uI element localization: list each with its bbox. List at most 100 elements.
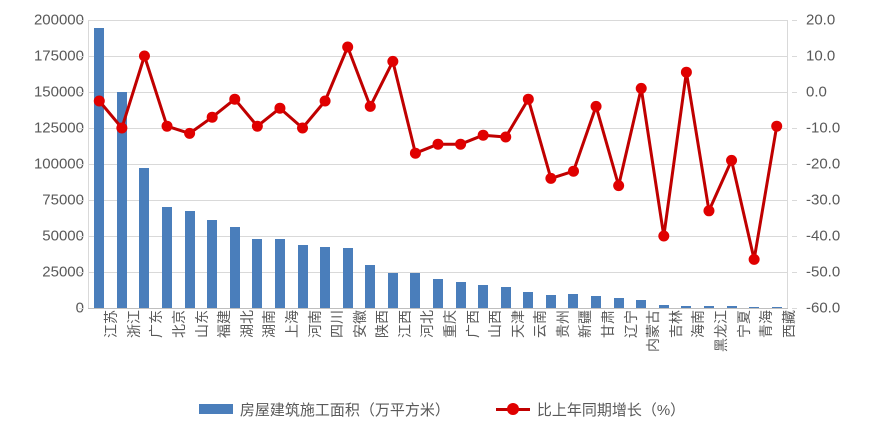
gridline (88, 200, 788, 201)
gridline (88, 128, 788, 129)
bar (139, 168, 150, 308)
right-axis-tick-mark (792, 236, 797, 237)
line-marker (567, 165, 579, 177)
line-marker (545, 172, 557, 184)
bar (545, 295, 556, 308)
category-label: 北京 (171, 310, 188, 338)
left-axis-tick-label: 50000 (42, 227, 84, 245)
line-marker (274, 102, 286, 114)
line-path (97, 45, 779, 261)
line-marker (703, 205, 715, 217)
bar-swatch-icon (198, 404, 233, 414)
category-label: 天津 (509, 310, 526, 338)
category-label: 重庆 (442, 310, 458, 338)
right-axis-tick-label: -20.0 (806, 155, 841, 173)
line-marker (251, 120, 263, 132)
line-marker (613, 180, 625, 192)
line-marker (229, 93, 241, 105)
bar (433, 279, 443, 308)
line-marker (387, 55, 399, 67)
category-label: 湖南 (261, 310, 278, 338)
bar (94, 27, 105, 308)
right-axis-tick-mark (792, 164, 797, 165)
right-axis-tick-mark (792, 56, 797, 57)
left-axis-tick-label: 175000 (33, 47, 84, 65)
bar (207, 220, 218, 308)
category-label: 宁夏 (735, 310, 752, 338)
bar (162, 207, 173, 308)
bar (387, 272, 398, 308)
plot-area (88, 20, 788, 309)
line-marker (364, 100, 376, 112)
bar (613, 297, 624, 308)
gridline (88, 20, 788, 21)
bar (568, 294, 579, 308)
legend-label-bars: 房屋建筑施工面积（万平方米） (239, 401, 450, 419)
line-marker (590, 100, 602, 112)
left-axis-tick-mark (79, 92, 84, 93)
line-marker (184, 127, 196, 139)
line-marker (748, 253, 760, 265)
legend-label-line: 比上年同期增长（%） (536, 401, 686, 419)
line-marker (319, 95, 331, 107)
line-marker (500, 131, 512, 143)
gridline (88, 164, 788, 165)
category-label: 贵州 (554, 310, 571, 338)
right-axis-tick-mark (792, 128, 797, 129)
line-marker (206, 111, 218, 123)
left-axis-tick-label: 150000 (33, 83, 84, 101)
bar (523, 292, 534, 308)
line-marker (522, 93, 534, 105)
right-axis-tick-label: -30.0 (806, 191, 841, 209)
right-axis-tick-label: 0.0 (806, 83, 827, 101)
category-label: 河南 (306, 310, 323, 338)
category-label: 黑龙江 (712, 310, 729, 352)
category-axis-labels: 江苏 浙江 广东 北京 山东 福建 湖北 湖南 上海 河南 四川 安徽 陕西 江西 河北 重庆 广西 山西 天津 云南… (88, 310, 796, 386)
bar (500, 287, 511, 308)
line-marker (771, 120, 783, 132)
right-axis-tick-mark (792, 20, 797, 21)
left-axis-tick-mark (79, 164, 84, 165)
line-marker (342, 41, 354, 53)
category-label: 江西 (396, 310, 413, 338)
line-marker (680, 66, 692, 78)
category-axis-line (88, 308, 788, 309)
category-label: 新疆 (577, 310, 594, 338)
line-marker (409, 147, 421, 159)
category-label: 四川 (329, 310, 346, 338)
bar (455, 282, 466, 308)
bar (274, 238, 285, 308)
right-axis-tick-label: -50.0 (806, 263, 841, 281)
line-marker (432, 138, 444, 150)
bar (478, 284, 489, 308)
left-axis-tick-label: 75000 (42, 191, 84, 209)
legend-item-bars[interactable]: 房屋建筑施工面积（万平方米） (198, 399, 450, 420)
bar (229, 227, 240, 308)
category-label: 安徽 (351, 310, 368, 338)
category-label: 山西 (487, 310, 504, 338)
line-marker (161, 120, 173, 132)
bar (252, 238, 263, 308)
category-label: 江苏 (103, 310, 120, 338)
category-label: 浙江 (125, 310, 142, 338)
left-axis-tick-mark (79, 308, 84, 309)
right-axis-tick-label: -40.0 (806, 227, 841, 245)
line-marker-icon (495, 403, 530, 415)
bar (342, 248, 353, 308)
category-label: 青海 (758, 310, 775, 338)
category-label: 陕西 (374, 310, 391, 338)
line-marker (455, 138, 467, 150)
bar (320, 246, 331, 308)
left-value-axis: 200000 175000 150000 125000 100000 75000 50000… (0, 0, 84, 440)
gridline (88, 92, 788, 93)
left-axis-tick-label: 100000 (33, 155, 84, 173)
left-axis-tick-label: 125000 (33, 119, 84, 137)
category-label: 内蒙古 (645, 310, 662, 352)
category-label: 吉林 (667, 310, 684, 338)
bar (636, 300, 647, 308)
right-axis-tick-mark (792, 272, 797, 273)
bar (658, 304, 669, 308)
left-axis-tick-mark (79, 272, 84, 273)
legend-item-line[interactable]: 比上年同期增长（%） (495, 399, 686, 420)
gridline (88, 272, 788, 273)
